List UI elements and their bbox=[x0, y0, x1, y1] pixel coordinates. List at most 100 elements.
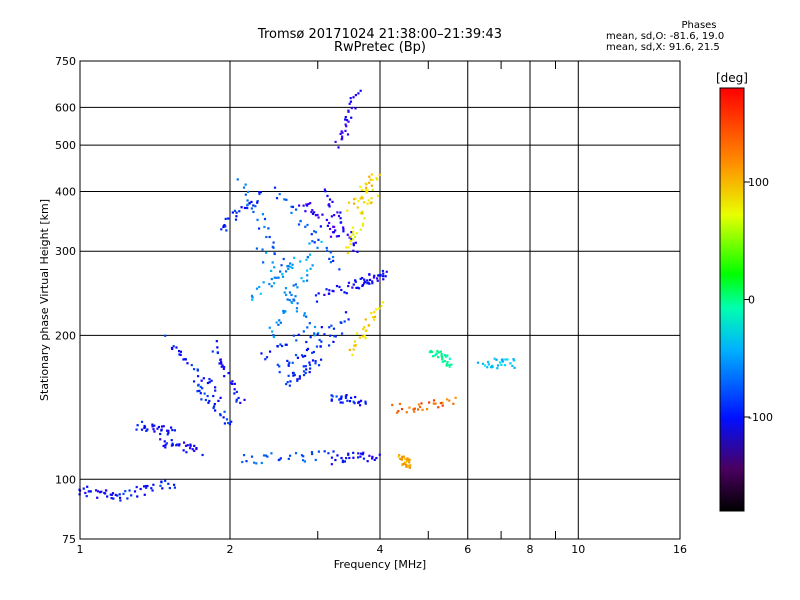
scatter-point bbox=[354, 93, 357, 97]
scatter-point bbox=[242, 186, 246, 189]
scatter-point bbox=[264, 358, 267, 361]
scatter-point bbox=[350, 237, 353, 241]
scatter-point bbox=[260, 352, 263, 355]
scatter-point bbox=[106, 495, 109, 498]
scatter-point bbox=[351, 226, 355, 229]
colorbar-tick-label: 0 bbox=[748, 294, 755, 307]
scatter-point bbox=[118, 496, 122, 499]
scatter-point bbox=[316, 246, 319, 249]
scatter-point bbox=[288, 299, 291, 302]
scatter-point bbox=[326, 194, 329, 198]
scatter-point bbox=[365, 329, 368, 332]
scatter-point bbox=[291, 361, 294, 364]
scatter-point bbox=[246, 203, 249, 206]
scatter-point bbox=[359, 89, 362, 92]
scatter-point bbox=[212, 405, 216, 408]
scatter-point bbox=[219, 414, 222, 417]
scatter-point bbox=[246, 199, 249, 202]
scatter-point bbox=[340, 321, 343, 325]
scatter-point bbox=[195, 446, 198, 450]
scatter-point bbox=[234, 218, 238, 221]
scatter-point bbox=[332, 259, 335, 262]
scatter-point bbox=[361, 222, 365, 225]
scatter-point bbox=[225, 418, 229, 421]
scatter-point bbox=[285, 383, 288, 386]
scatter-point bbox=[354, 107, 357, 110]
scatter-point bbox=[347, 120, 350, 123]
scatter-point bbox=[334, 458, 337, 462]
scatter-point bbox=[290, 211, 293, 214]
scatter-point bbox=[96, 496, 99, 499]
scatter-point bbox=[413, 410, 416, 413]
scatter-point bbox=[342, 228, 345, 231]
scatter-point bbox=[261, 213, 265, 216]
scatter-point bbox=[293, 373, 296, 377]
scatter-point bbox=[277, 276, 280, 279]
scatter-point bbox=[334, 229, 337, 232]
scatter-point bbox=[308, 322, 311, 325]
scatter-point bbox=[341, 131, 344, 134]
scatter-point bbox=[223, 422, 226, 425]
scatter-point bbox=[428, 401, 431, 404]
scatter-point bbox=[323, 188, 326, 191]
scatter-point bbox=[333, 214, 336, 217]
scatter-point bbox=[165, 442, 168, 445]
scatter-point bbox=[487, 363, 490, 366]
scatter-point bbox=[256, 218, 259, 221]
scatter-point bbox=[364, 402, 367, 405]
scatter-point bbox=[136, 424, 139, 427]
scatter-point bbox=[430, 350, 433, 354]
scatter-point bbox=[381, 301, 385, 304]
scatter-point bbox=[103, 491, 106, 495]
scatter-point bbox=[352, 283, 355, 286]
scatter-point bbox=[302, 355, 305, 358]
scatter-point bbox=[305, 279, 309, 282]
scatter-point bbox=[292, 371, 295, 375]
scatter-point bbox=[381, 269, 385, 273]
scatter-point bbox=[255, 287, 259, 290]
scatter-point bbox=[243, 206, 247, 210]
scatter-point bbox=[371, 315, 375, 319]
scatter-point bbox=[345, 246, 348, 249]
scatter-point bbox=[146, 428, 149, 431]
scatter-point bbox=[279, 270, 282, 273]
scatter-point bbox=[486, 360, 490, 364]
x-axis-label: Frequency [MHz] bbox=[334, 558, 426, 571]
scatter-point bbox=[231, 382, 234, 386]
scatter-point bbox=[224, 217, 227, 220]
scatter-point bbox=[445, 355, 448, 358]
scatter-point bbox=[152, 483, 155, 486]
scatter-point bbox=[333, 335, 336, 338]
scatter-point bbox=[493, 357, 496, 360]
scatter-point bbox=[233, 388, 236, 391]
scatter-point bbox=[285, 293, 288, 297]
scatter-point bbox=[287, 457, 290, 460]
scatter-point bbox=[340, 332, 344, 335]
scatter-point bbox=[271, 245, 274, 248]
scatter-point bbox=[367, 323, 370, 327]
scatter-point bbox=[401, 455, 404, 458]
scatter-point bbox=[206, 381, 210, 385]
scatter-point bbox=[279, 457, 282, 460]
scatter-point bbox=[334, 335, 337, 338]
scatter-point bbox=[118, 493, 121, 496]
scatter-point bbox=[270, 285, 273, 288]
scatter-point bbox=[347, 110, 350, 113]
scatter-point bbox=[295, 339, 298, 342]
scatter-point bbox=[182, 441, 186, 444]
scatter-point bbox=[382, 278, 385, 281]
scatter-point bbox=[446, 360, 449, 364]
scatter-point bbox=[361, 335, 364, 338]
scatter-point bbox=[268, 326, 271, 329]
scatter-point bbox=[233, 209, 237, 212]
scatter-point bbox=[169, 426, 173, 429]
scatter-point bbox=[302, 314, 306, 317]
scatter-point bbox=[371, 178, 374, 182]
scatter-point bbox=[349, 239, 352, 243]
scatter-point bbox=[218, 362, 221, 365]
scatter-point bbox=[315, 345, 319, 348]
scatter-point bbox=[413, 407, 416, 410]
scatter-point bbox=[284, 310, 287, 313]
axis-ticks: 1 2 4 6 8 10 16 75 100 200 300 400 500 600 750 bbox=[55, 55, 687, 556]
scatter-point bbox=[165, 429, 169, 432]
